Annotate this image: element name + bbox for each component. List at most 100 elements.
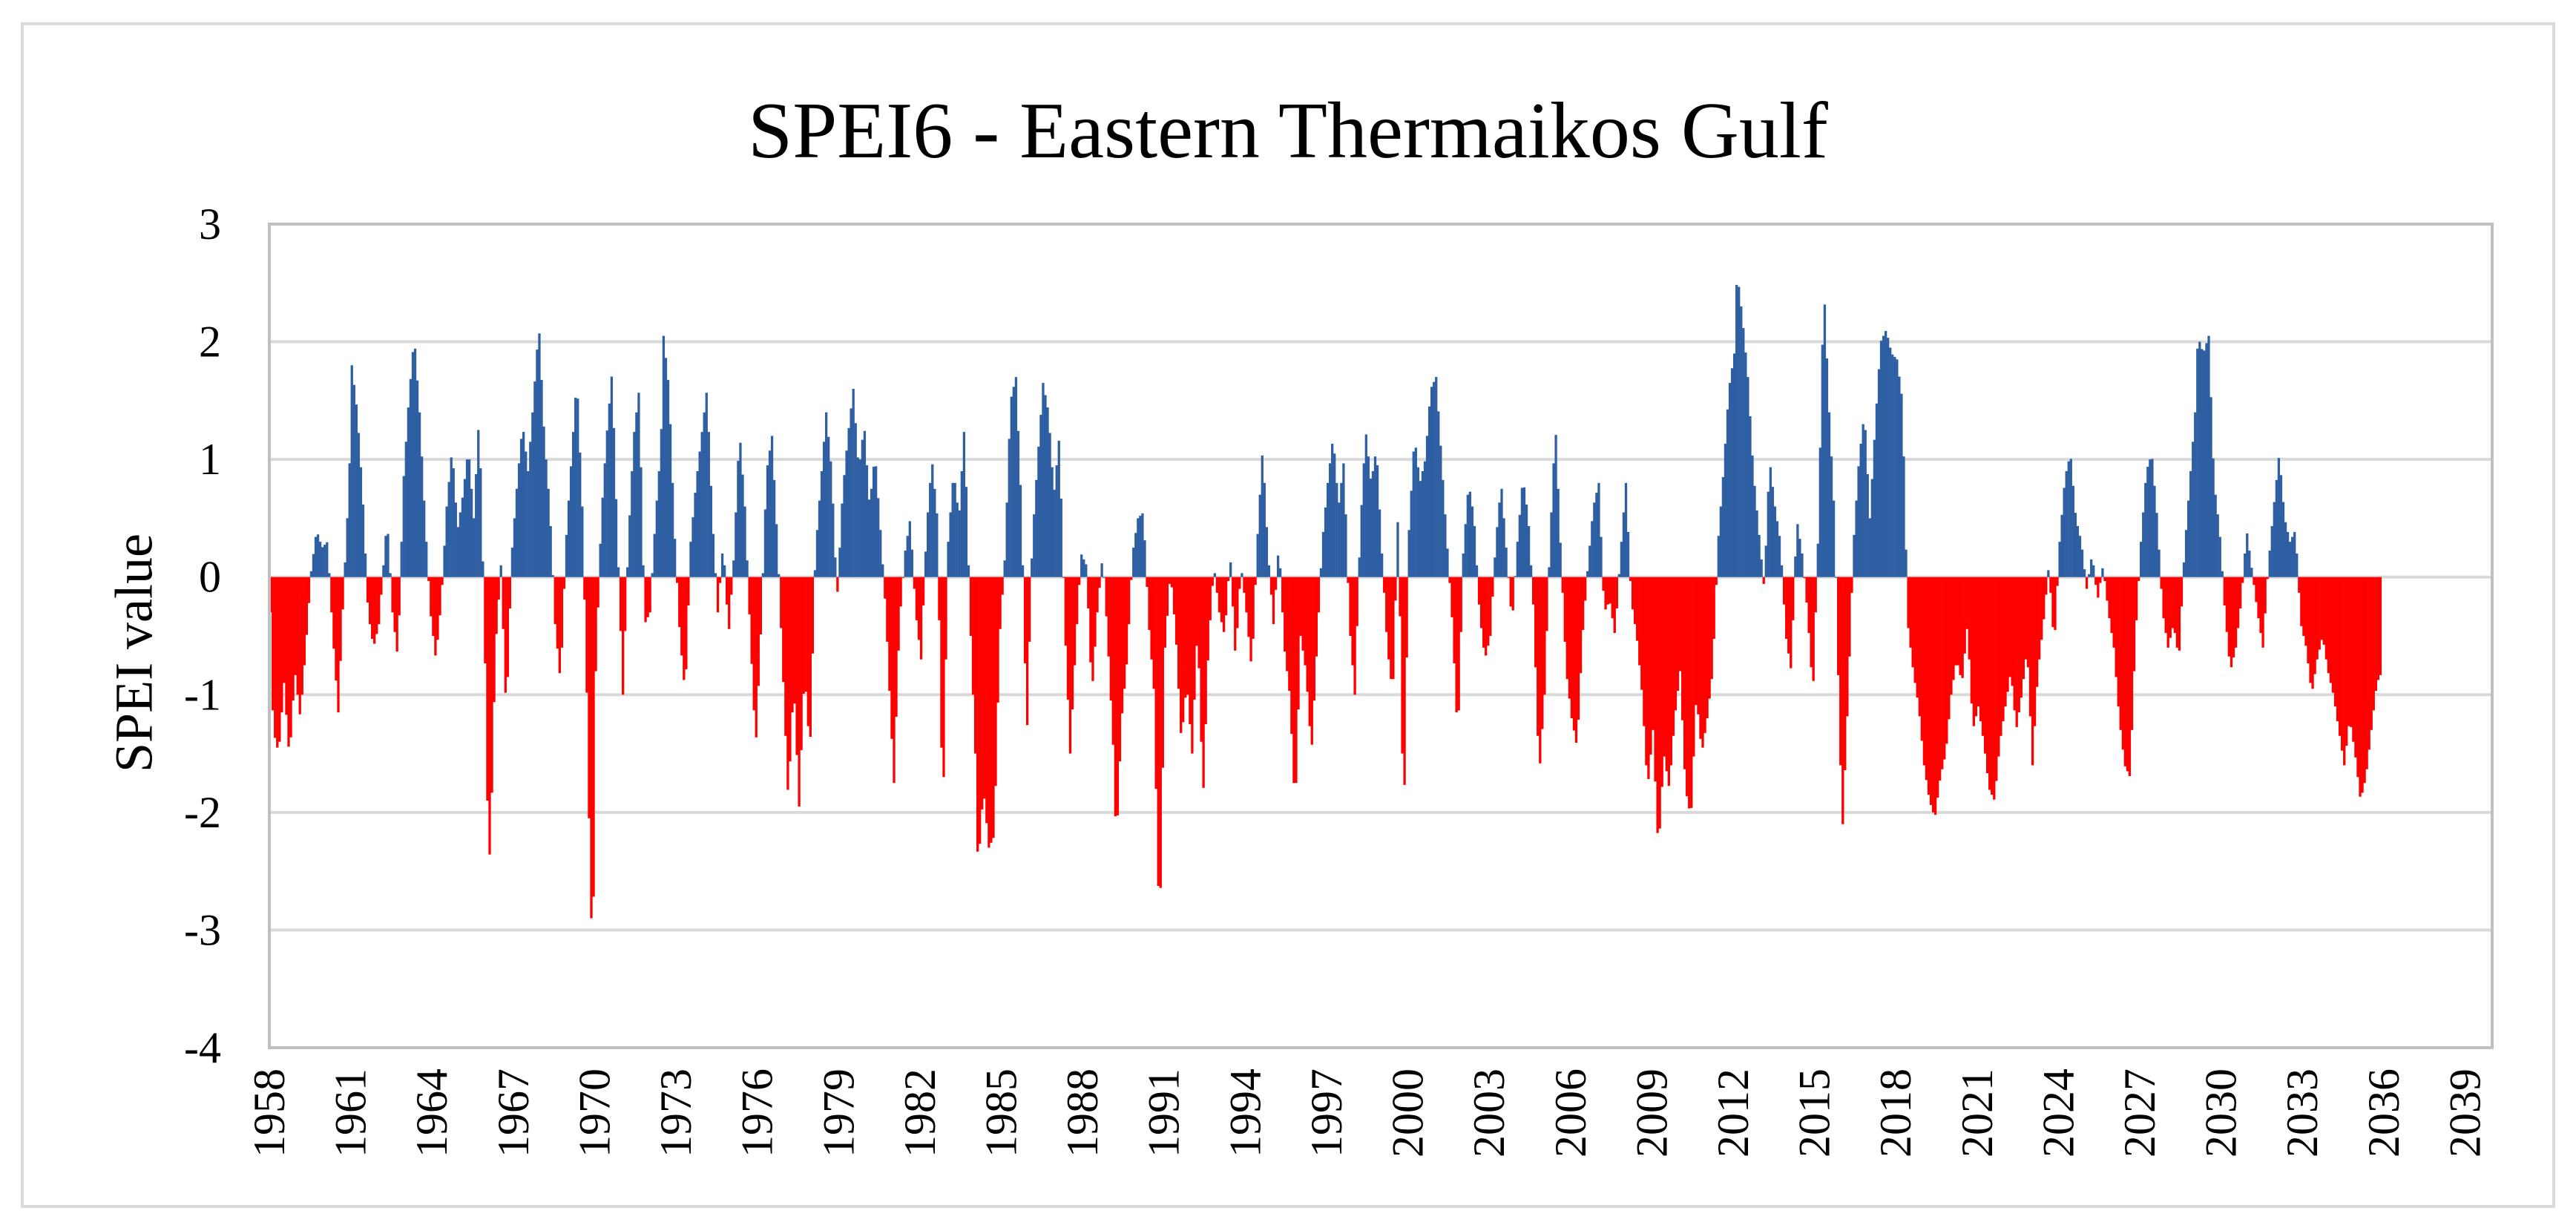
spei-bar <box>1827 412 1831 577</box>
spei-bar <box>1333 453 1336 577</box>
spei-bar <box>847 427 850 577</box>
spei-bar <box>845 450 848 577</box>
spei-bar <box>1021 565 1025 577</box>
spei-bar <box>2192 441 2195 577</box>
spei-bar <box>798 577 801 807</box>
spei-bar <box>1882 335 1885 577</box>
spei-bar <box>1132 548 1135 577</box>
spei-bar <box>427 577 430 581</box>
spei-bar <box>1658 577 1661 829</box>
spei-bar <box>947 542 950 577</box>
spei-bar <box>1184 577 1187 698</box>
spei-bar <box>1629 577 1632 581</box>
spei-bar <box>1893 357 1896 577</box>
spei-bar <box>1453 577 1456 663</box>
spei-bar <box>899 577 902 607</box>
spei-bar <box>323 545 326 577</box>
spei-bar <box>1622 512 1626 577</box>
spei-bar <box>581 506 584 577</box>
spei-bar <box>1877 369 1881 577</box>
spei-bar <box>1873 439 1876 577</box>
spei-bar <box>553 577 556 625</box>
spei-bar <box>1500 488 1503 577</box>
spei-bar <box>1846 577 1849 717</box>
spei-bar <box>1489 577 1492 636</box>
spei-bar <box>782 577 785 683</box>
spei-bar <box>1747 377 1749 577</box>
spei-bar <box>1308 577 1311 726</box>
spei-bar <box>1234 577 1237 651</box>
spei-bar <box>278 577 281 742</box>
spei-bar <box>506 577 509 677</box>
spei-bar <box>1939 577 1942 781</box>
spei-bar <box>1433 381 1436 577</box>
spei-bar <box>879 530 882 577</box>
spei-bar <box>2146 467 2149 577</box>
spei-bar <box>2106 577 2109 601</box>
spei-bar <box>1577 577 1580 720</box>
spei-bar <box>2140 542 2143 577</box>
spei-bar <box>1968 577 1971 660</box>
spei-bar <box>1775 521 1779 577</box>
spei-bar <box>1005 502 1008 577</box>
spei-bar <box>633 432 636 577</box>
spei-bar <box>958 510 961 577</box>
spei-bar <box>737 461 740 577</box>
spei-bar <box>858 459 861 577</box>
spei-bar <box>1742 328 1745 577</box>
spei-bar <box>2320 577 2323 640</box>
spei-bar <box>1834 577 1838 578</box>
spei-bar <box>1902 456 1905 577</box>
spei-bar <box>678 577 681 628</box>
spei-bar <box>335 577 338 681</box>
spei-bar <box>2194 412 2197 577</box>
spei-bar <box>2236 577 2240 628</box>
spei-bar <box>1652 577 1655 730</box>
gridlines <box>269 223 2492 1049</box>
spei-bar <box>1475 565 1479 577</box>
spei-bar <box>908 521 911 577</box>
spei-bar <box>1412 451 1415 577</box>
spei-bar <box>1790 577 1793 669</box>
spei-bar <box>1864 430 1867 577</box>
spei-bar <box>1855 500 1858 577</box>
spei-bar <box>2054 577 2057 631</box>
spei-bar <box>726 577 729 605</box>
spei-bar <box>1416 467 1420 577</box>
spei-bar <box>999 577 1002 629</box>
spei-bar <box>1514 576 1517 577</box>
spei-bar <box>590 577 593 919</box>
spei-bar <box>685 577 688 669</box>
spei-bar <box>2144 482 2147 577</box>
spei-bar <box>339 577 342 661</box>
spei-bar <box>1925 577 1928 781</box>
spei-bar <box>1900 393 1903 577</box>
x-tick-label: 2018 <box>1871 1068 1920 1158</box>
spei-bar <box>644 577 647 623</box>
spei-bar <box>919 577 923 660</box>
spei-bar <box>854 423 857 577</box>
spei-bar <box>766 465 769 577</box>
spei-bar <box>1290 577 1293 735</box>
spei-bar <box>1626 531 1630 577</box>
spei-bar <box>1611 577 1614 619</box>
spei-bar <box>996 577 999 703</box>
spei-bar <box>1159 577 1162 888</box>
spei-bar <box>1130 577 1133 580</box>
spei-bar <box>668 424 672 577</box>
spei-bar <box>519 439 523 577</box>
spei-bar <box>2164 577 2167 634</box>
spei-bar <box>2097 577 2100 598</box>
spei-bar <box>482 561 484 577</box>
spei-bar <box>988 577 990 848</box>
spei-bar <box>664 358 668 577</box>
spei-bar <box>1518 514 1522 577</box>
spei-bar <box>2038 577 2041 660</box>
y-tick-label: 2 <box>199 318 221 367</box>
spei-bar <box>1701 577 1704 748</box>
spei-bar <box>475 473 478 577</box>
spei-bar <box>1087 577 1090 608</box>
spei-bar <box>1197 577 1200 669</box>
spei-bar <box>307 577 311 603</box>
x-tick-label: 1976 <box>733 1068 782 1158</box>
